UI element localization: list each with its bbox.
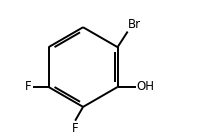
Text: F: F bbox=[25, 80, 32, 93]
Text: F: F bbox=[72, 122, 78, 135]
Text: OH: OH bbox=[137, 80, 155, 93]
Text: Br: Br bbox=[128, 18, 141, 31]
